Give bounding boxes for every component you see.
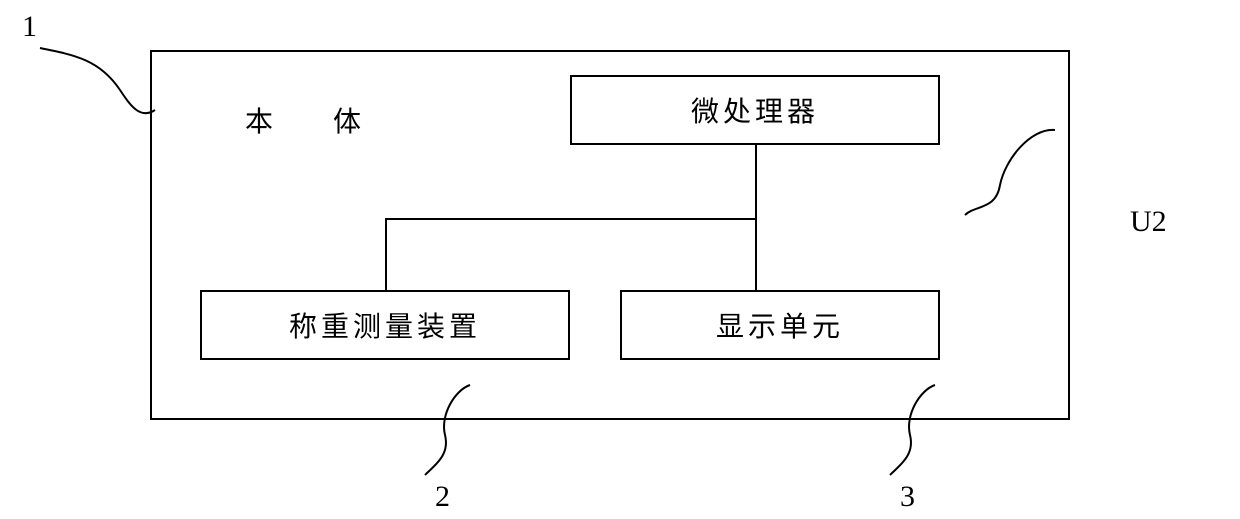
callout-label-2: 2 xyxy=(435,480,450,514)
callout-label-3: 3 xyxy=(900,480,915,514)
callout-label-U2: U2 xyxy=(1130,205,1167,239)
connector-1 xyxy=(385,218,755,220)
callout-curve-3 xyxy=(865,380,965,490)
callout-curve-U2 xyxy=(960,120,1120,240)
connector-0 xyxy=(755,145,757,220)
outer-box-label: 本 体 xyxy=(245,100,377,140)
callout-curve-2 xyxy=(410,380,510,490)
node-microprocessor: 微处理器 xyxy=(570,75,940,145)
connector-3 xyxy=(755,218,757,290)
connector-2 xyxy=(385,218,387,290)
node-display: 显示单元 xyxy=(620,290,940,360)
callout-label-1: 1 xyxy=(22,10,37,44)
node-weighing: 称重测量装置 xyxy=(200,290,570,360)
